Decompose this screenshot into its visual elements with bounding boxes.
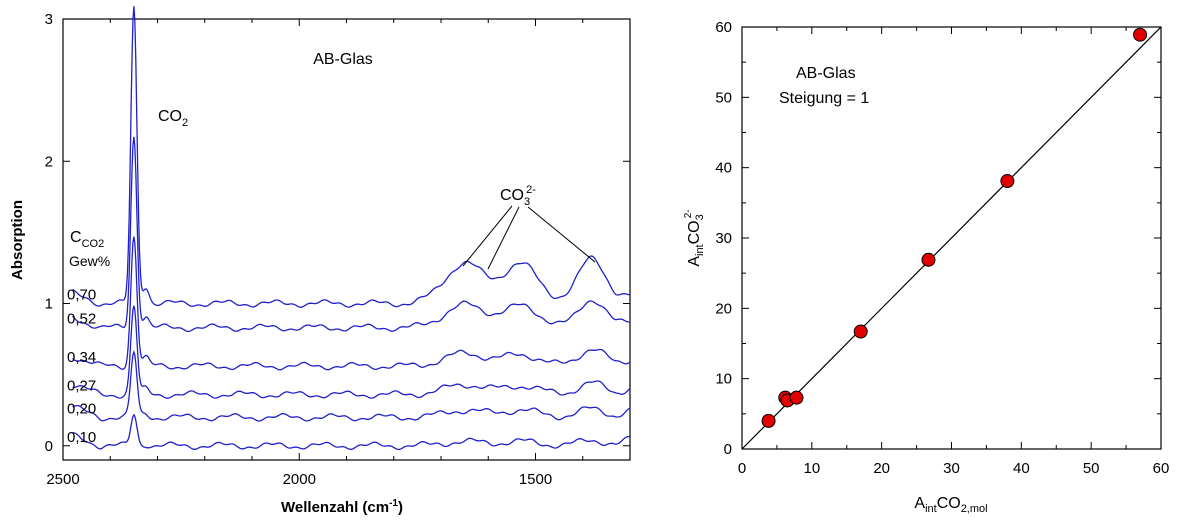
spectrum-line <box>72 349 631 422</box>
calibration-sample-label: AB-Glas <box>796 65 856 82</box>
spectrum-concentration-label: 0,52 <box>67 311 96 328</box>
calibration-y-tick-label: 20 <box>715 300 732 317</box>
calibration-point <box>761 413 776 428</box>
calibration-y-tick-label: 60 <box>715 19 732 36</box>
spectrum-line <box>72 6 631 308</box>
spectra-sample-label: AB-Glas <box>313 51 373 68</box>
concentration-unit: Gew% <box>69 253 110 269</box>
spectra-x-tick-label: 1500 <box>519 471 552 488</box>
spectra-series-labels: 0,10 0,20 0,27 0,34 0,52 0,70 <box>67 287 96 446</box>
spectra-x-tick-label: 2500 <box>46 471 79 488</box>
carbonate-pointer-lines <box>462 205 596 270</box>
spectrum-concentration-label: 0,70 <box>67 287 96 304</box>
calibration-fit-line <box>741 26 1162 450</box>
calibration-x-tick-label: 10 <box>803 460 820 477</box>
calibration-y-tick-label: 50 <box>715 89 732 106</box>
carbonate-pointer-1520 <box>487 206 520 270</box>
calibration-point <box>1000 174 1015 189</box>
calibration-point <box>921 252 936 267</box>
co2-peak-label: CO2 <box>158 108 188 129</box>
calibration-chart: 0 10 20 30 40 50 60 0 10 20 30 40 50 60 AB-Glas Stei… <box>683 19 1169 515</box>
calibration-x-tick-label: 60 <box>1153 460 1170 477</box>
carbonate-label: CO32- <box>500 184 536 208</box>
spectra-x-ticks: 2500 2000 1500 <box>46 19 584 488</box>
calibration-y-tick-label: 0 <box>724 441 732 458</box>
spectrum-line <box>72 136 631 333</box>
calibration-point <box>853 324 868 339</box>
spectra-x-axis-title: Wellenzahl (cm-1) <box>281 498 403 516</box>
carbonate-pointer-1650 <box>462 205 513 267</box>
calibration-point <box>1133 27 1148 42</box>
spectrum-line <box>72 413 631 451</box>
spectrum-line <box>72 305 631 399</box>
calibration-y-ticks: 0 10 20 30 40 50 60 <box>715 19 1161 458</box>
calibration-x-tick-label: 40 <box>1013 460 1030 477</box>
spectrum-concentration-label: 0,10 <box>67 429 96 446</box>
spectra-y-tick-label: 2 <box>45 153 53 170</box>
concentration-label: CCO2 <box>70 229 104 250</box>
calibration-x-axis-title: AintCO2,mol <box>914 495 987 515</box>
spectra-y-ticks: 0 1 2 3 <box>45 11 630 455</box>
calibration-y-tick-label: 40 <box>715 160 732 177</box>
spectra-y-tick-label: 3 <box>45 11 53 28</box>
spectrum-concentration-label: 0,34 <box>67 349 96 366</box>
spectra-plot-frame <box>62 18 631 461</box>
spectra-y-tick-label: 1 <box>45 296 53 313</box>
calibration-y-tick-label: 10 <box>715 371 732 388</box>
calibration-y-tick-label: 30 <box>715 230 732 247</box>
calibration-points <box>761 27 1148 428</box>
spectra-y-axis-title: Absorption <box>9 200 26 280</box>
calibration-x-ticks: 0 10 20 30 40 50 60 <box>738 27 1170 477</box>
spectra-series <box>72 6 631 451</box>
carbonate-pointer-1380 <box>527 206 596 263</box>
calibration-slope-label: Steigung = 1 <box>779 90 869 107</box>
calibration-x-tick-label: 30 <box>943 460 960 477</box>
spectra-y-tick-label: 0 <box>45 438 53 455</box>
spectra-x-tick-label: 2000 <box>283 471 316 488</box>
spectrum-concentration-label: 0,20 <box>67 400 96 417</box>
calibration-point <box>789 390 804 405</box>
calibration-x-tick-label: 0 <box>738 460 746 477</box>
calibration-x-tick-label: 20 <box>873 460 890 477</box>
calibration-y-axis-title: AintCO32- <box>683 209 706 266</box>
spectrum-line <box>72 236 631 371</box>
calibration-x-tick-label: 50 <box>1083 460 1100 477</box>
spectrum-concentration-label: 0,27 <box>67 378 96 395</box>
